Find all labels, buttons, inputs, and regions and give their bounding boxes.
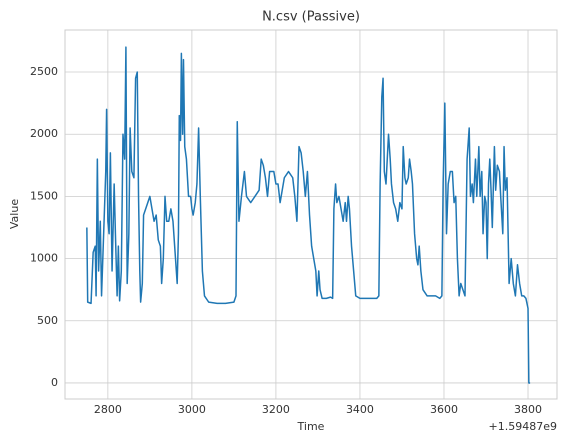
x-offset-label: +1.59487e9 (489, 420, 557, 433)
x-tick-label: 2800 (94, 403, 122, 416)
x-axis-label: Time (297, 420, 325, 433)
x-tick-label: 3200 (262, 403, 290, 416)
x-tick-label: 3800 (514, 403, 542, 416)
x-tick-label: 3400 (346, 403, 374, 416)
data-line (86, 46, 531, 384)
y-tick-label: 0 (51, 376, 58, 389)
y-tick-label: 2500 (30, 65, 58, 78)
y-tick-label: 1500 (30, 189, 58, 202)
x-tick-label: 3600 (430, 403, 458, 416)
y-axis-label: Value (8, 199, 21, 229)
x-tick-label: 3000 (178, 403, 206, 416)
y-tick-label: 1000 (30, 252, 58, 265)
plot-frame (64, 29, 558, 400)
y-tick-label: 500 (37, 314, 58, 327)
y-tick-label: 2000 (30, 127, 58, 140)
chart-title: N.csv (Passive) (262, 10, 360, 25)
